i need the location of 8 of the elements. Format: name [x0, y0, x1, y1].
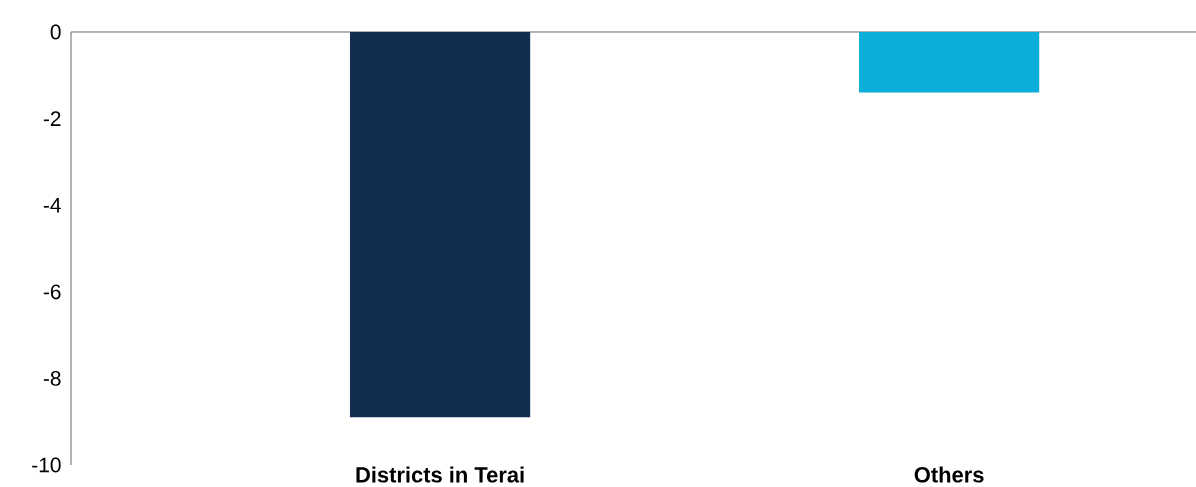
y-tick-label: -8 [43, 370, 61, 386]
y-tick-label: -10 [32, 457, 61, 473]
y-tick-label: -4 [43, 197, 61, 213]
y-tick-label: 0 [50, 24, 61, 40]
y-tick-label: -2 [43, 111, 61, 126]
x-tick-label: Districts in Terai [356, 466, 524, 483]
x-tick-label: Others [914, 466, 984, 483]
y-tick-label: -6 [43, 284, 61, 300]
